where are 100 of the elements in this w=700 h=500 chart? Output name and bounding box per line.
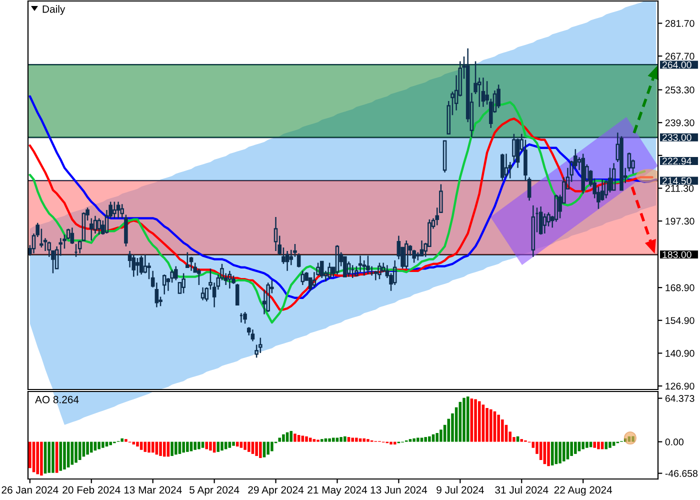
candlestick	[235, 283, 240, 306]
bar	[428, 436, 431, 442]
bar	[124, 439, 128, 442]
bar	[497, 414, 500, 442]
bar	[305, 436, 308, 442]
candlestick	[189, 256, 194, 272]
x-tick-label: 21 May 2024	[308, 486, 368, 496]
bar	[109, 442, 112, 446]
bar	[66, 442, 70, 468]
chart-title: AO 8.264	[35, 396, 79, 404]
candlestick	[182, 272, 186, 294]
bar	[86, 442, 89, 455]
bar	[266, 442, 270, 455]
bar	[412, 438, 416, 442]
candlestick	[186, 252, 190, 268]
bar	[466, 396, 470, 442]
bar	[362, 438, 366, 442]
candlestick	[200, 286, 205, 301]
x-tick-label: 9 Jul 2024	[436, 486, 484, 494]
bar	[366, 439, 370, 442]
candlestick	[136, 257, 140, 276]
y-tick-label: 253.30	[665, 86, 694, 94]
bar	[74, 442, 78, 463]
candlestick	[328, 262, 332, 280]
candlestick	[89, 218, 94, 242]
bar	[297, 435, 300, 442]
bar	[201, 442, 204, 448]
bar	[586, 442, 588, 448]
text: 222.94	[662, 158, 692, 165]
candlestick	[132, 254, 136, 278]
x-tick-label: 13 Mar 2024	[124, 486, 182, 494]
bar	[474, 399, 477, 442]
bar	[209, 442, 212, 451]
y-tick-label: 64.373	[665, 395, 694, 402]
candlestick	[74, 243, 78, 258]
bar	[159, 442, 162, 456]
bar	[40, 442, 43, 476]
bar	[355, 438, 358, 442]
bar	[493, 411, 496, 442]
bar	[482, 404, 485, 442]
bar	[328, 438, 331, 442]
y-tick-label: 154.90	[666, 317, 694, 324]
y-tick-label: 140.90	[666, 350, 694, 357]
bar	[308, 438, 312, 442]
bar	[416, 438, 420, 442]
bar	[486, 408, 488, 442]
bar	[240, 442, 243, 448]
x-tick-label: 26 Jan 2024	[2, 486, 58, 494]
candlestick	[343, 256, 347, 278]
y-tick-label: -46.658	[665, 470, 698, 477]
chart-title: Daily	[42, 5, 66, 15]
candlestick	[496, 84, 500, 109]
x-tick-label: 22 Aug 2024	[554, 486, 612, 496]
bar	[301, 436, 304, 442]
x-tick-label: 31 Jul 2024	[495, 486, 548, 494]
candlestick	[335, 244, 340, 276]
bar	[462, 398, 466, 442]
y-tick-label: 267.70	[665, 52, 694, 60]
candlestick	[481, 76, 486, 108]
bar	[63, 442, 66, 470]
bar	[344, 436, 346, 442]
candlestick	[420, 240, 424, 256]
bar	[248, 442, 250, 452]
bar	[312, 439, 316, 442]
bar	[570, 442, 573, 456]
y-tick-label: 126.90	[666, 382, 694, 390]
candlestick	[228, 270, 232, 290]
candlestick	[412, 249, 416, 264]
candlestick	[362, 260, 366, 276]
candlestick	[97, 218, 101, 236]
candlestick	[320, 260, 324, 279]
bar	[282, 434, 285, 442]
bar	[220, 442, 224, 451]
bar	[478, 401, 481, 442]
bar	[136, 442, 139, 446]
candlestick	[232, 274, 236, 284]
bar	[232, 442, 235, 446]
bar	[290, 430, 293, 442]
bar	[148, 442, 150, 453]
y-tick-label: 0.00	[665, 438, 684, 446]
bar	[436, 432, 438, 442]
bar	[624, 438, 627, 442]
bar	[420, 438, 424, 442]
candlestick	[266, 282, 270, 313]
bar	[340, 437, 342, 442]
candlestick	[70, 226, 74, 245]
bar	[90, 442, 93, 453]
bar	[336, 438, 339, 442]
bar	[432, 434, 435, 442]
ref-line-label: 183.00	[662, 251, 692, 258]
bar	[332, 438, 335, 442]
candlestick	[378, 262, 382, 280]
bar	[458, 402, 462, 442]
bar	[48, 442, 51, 473]
candlestick	[404, 240, 408, 270]
bar	[550, 442, 554, 466]
candlestick	[162, 274, 166, 295]
bar	[28, 442, 32, 468]
bar	[516, 436, 520, 442]
bar	[205, 442, 208, 450]
